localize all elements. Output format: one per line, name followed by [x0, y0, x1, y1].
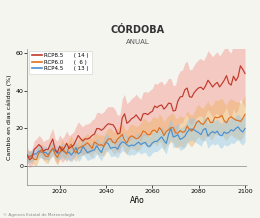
- Legend: RCP8.5      ( 14 ), RCP6.0      (  6 ), RCP4.5      ( 13 ): RCP8.5 ( 14 ), RCP6.0 ( 6 ), RCP4.5 ( 13…: [29, 51, 92, 74]
- X-axis label: Año: Año: [130, 196, 145, 204]
- Text: © Agencia Estatal de Meteorología: © Agencia Estatal de Meteorología: [3, 213, 74, 217]
- Y-axis label: Cambio en dias cálidos (%): Cambio en dias cálidos (%): [7, 74, 12, 160]
- Text: ANUAL: ANUAL: [125, 39, 149, 45]
- Text: CÓRDOBA: CÓRDOBA: [110, 25, 164, 35]
